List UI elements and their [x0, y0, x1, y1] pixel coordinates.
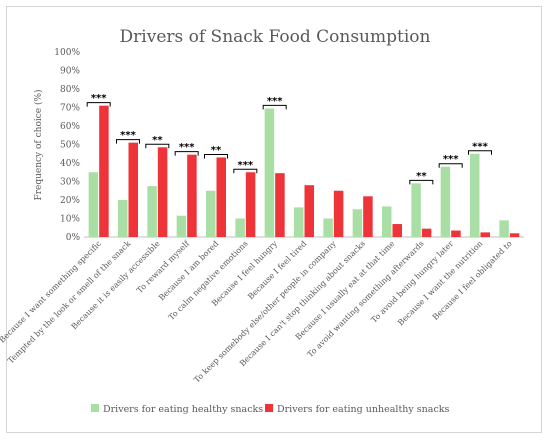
- bar-unhealthy: [480, 232, 490, 237]
- significance-bracket: [145, 143, 170, 149]
- bar-unhealthy: [363, 196, 373, 237]
- bar-unhealthy: [421, 228, 432, 237]
- x-tick-label: Tempted by the look or smell of the snac…: [6, 239, 133, 366]
- bar-healthy: [470, 153, 480, 237]
- significance-label: ***: [91, 93, 107, 104]
- significance-label: ***: [472, 141, 488, 152]
- significance-bracket: [409, 179, 434, 185]
- significance-markers: ****** ***** ****************: [86, 93, 492, 185]
- significance-label: ***: [443, 154, 459, 165]
- bar-unhealthy: [157, 147, 168, 237]
- significance-bracket: [86, 102, 111, 107]
- significance-bracket: [116, 139, 140, 144]
- x-tick-label: Because I want something specific: [0, 239, 103, 345]
- bar-healthy: [88, 172, 99, 237]
- y-tick-label: 0%: [66, 233, 81, 243]
- significance-label: **: [211, 145, 222, 156]
- bar-unhealthy: [128, 142, 138, 237]
- significance-label: ***: [237, 160, 253, 171]
- bar-healthy: [352, 209, 363, 237]
- bar-unhealthy: [509, 233, 520, 237]
- x-tick-label: To reward myself: [135, 238, 192, 295]
- significance-bracket: [174, 151, 199, 156]
- x-axis-labels: Because I want something specificTempted…: [0, 238, 514, 384]
- y-tick-label: 20%: [60, 196, 80, 206]
- significance-label: ***: [267, 96, 283, 107]
- bar-healthy: [294, 207, 304, 237]
- bar-healthy: [176, 215, 187, 237]
- significance-label: **: [416, 171, 427, 182]
- legend: Drivers for eating healthy snacks Driver…: [91, 404, 450, 415]
- y-tick-label: 100%: [54, 48, 80, 58]
- significance-bracket: [438, 163, 463, 168]
- chart-title: Drivers of Snack Food Consumption: [120, 27, 431, 47]
- significance-bracket: [204, 153, 228, 159]
- bar-unhealthy: [275, 173, 285, 237]
- bar-unhealthy: [451, 230, 461, 237]
- bar-healthy: [235, 218, 245, 237]
- significance-label: ***: [179, 142, 195, 153]
- bar-unhealthy: [333, 190, 344, 237]
- y-axis-label: Frequency of choice (%): [33, 89, 44, 200]
- legend-label-healthy: Drivers for eating healthy snacks: [103, 404, 263, 415]
- legend-label-unhealthy: Drivers for eating unhealthy snacks: [277, 404, 450, 415]
- bar-healthy: [382, 206, 392, 237]
- significance-label: ***: [120, 130, 136, 141]
- legend-swatch-healthy: [91, 404, 99, 412]
- bars: [88, 105, 520, 238]
- bar-healthy: [206, 190, 216, 237]
- y-tick-label: 80%: [60, 85, 80, 95]
- bar-healthy: [264, 108, 275, 237]
- y-tick-label: 50%: [60, 141, 80, 151]
- grid: 0% 10% 20% 30% 40% 50% 60% 70% 80% 90% 100%: [54, 48, 524, 243]
- significance-bracket: [468, 150, 492, 155]
- bar-unhealthy: [187, 154, 197, 237]
- significance-bracket: [233, 168, 258, 174]
- y-tick-label: 40%: [60, 159, 80, 169]
- bar-healthy: [118, 200, 128, 237]
- bar-unhealthy: [216, 157, 226, 237]
- bar-unhealthy: [392, 224, 402, 237]
- significance-bracket: [262, 104, 287, 110]
- bar-healthy: [147, 186, 157, 237]
- bar-healthy: [323, 218, 333, 237]
- y-tick-label: 70%: [60, 104, 80, 114]
- significance-label: **: [152, 135, 163, 146]
- y-tick-label: 30%: [60, 178, 80, 188]
- bar-unhealthy: [245, 172, 256, 237]
- y-tick-label: 60%: [60, 122, 80, 132]
- y-tick-label: 10%: [60, 215, 80, 225]
- legend-swatch-unhealthy: [265, 404, 273, 412]
- bar-unhealthy: [99, 105, 109, 238]
- bar-unhealthy: [304, 185, 314, 237]
- bar-healthy: [440, 166, 451, 237]
- bar-healthy: [499, 220, 509, 237]
- bar-healthy: [411, 183, 421, 237]
- y-tick-label: 90%: [60, 67, 80, 77]
